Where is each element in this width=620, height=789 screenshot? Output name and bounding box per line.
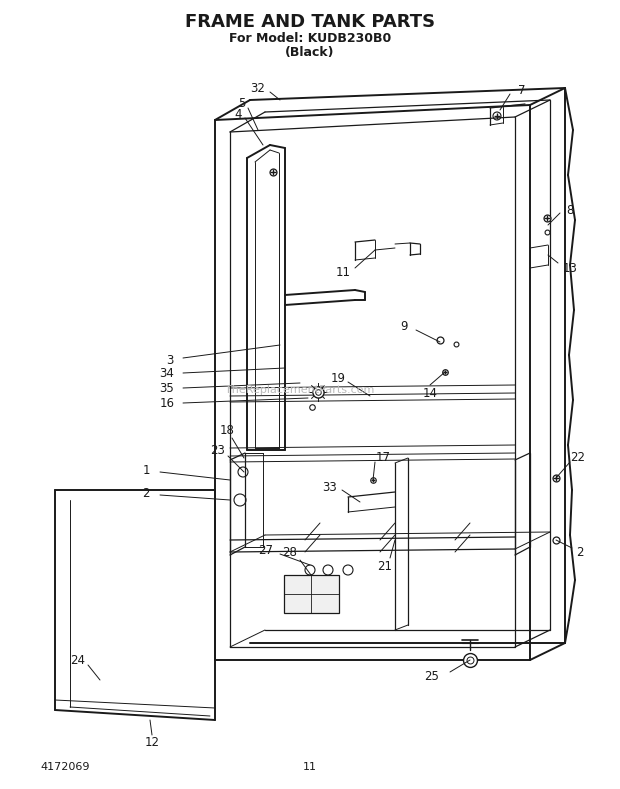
- Text: 14: 14: [422, 387, 438, 399]
- Text: 18: 18: [219, 424, 234, 436]
- Text: 11: 11: [303, 762, 317, 772]
- Text: 21: 21: [378, 559, 392, 573]
- Text: 23: 23: [211, 443, 226, 457]
- Text: 9: 9: [401, 320, 408, 332]
- Text: FRAME AND TANK PARTS: FRAME AND TANK PARTS: [185, 13, 435, 31]
- Text: 12: 12: [144, 735, 159, 749]
- Circle shape: [493, 112, 501, 120]
- Text: 28: 28: [283, 545, 298, 559]
- Text: 4172069: 4172069: [40, 762, 89, 772]
- Text: 2: 2: [142, 487, 150, 499]
- Text: 27: 27: [259, 544, 273, 558]
- Text: 34: 34: [159, 367, 174, 380]
- Text: 17: 17: [376, 451, 391, 463]
- Text: 32: 32: [250, 81, 265, 95]
- Text: (Black): (Black): [285, 46, 335, 58]
- Text: 2: 2: [576, 545, 584, 559]
- Text: 3: 3: [166, 353, 174, 367]
- Text: 8: 8: [566, 204, 574, 216]
- Text: 16: 16: [159, 397, 174, 409]
- Text: 22: 22: [570, 451, 585, 463]
- Text: 4: 4: [234, 107, 242, 121]
- Text: 11: 11: [335, 266, 350, 279]
- Bar: [284, 575, 339, 613]
- Text: 5: 5: [238, 96, 246, 110]
- Text: For Model: KUDB230B0: For Model: KUDB230B0: [229, 32, 391, 44]
- Text: 7: 7: [518, 84, 526, 96]
- Text: 25: 25: [425, 671, 440, 683]
- Text: 1: 1: [142, 463, 150, 477]
- Text: 33: 33: [322, 481, 337, 493]
- Text: 13: 13: [562, 261, 577, 275]
- Text: 19: 19: [330, 372, 345, 384]
- Text: 24: 24: [71, 653, 86, 667]
- Text: 35: 35: [159, 382, 174, 394]
- Text: TheReplacementParts.com: TheReplacementParts.com: [225, 385, 374, 395]
